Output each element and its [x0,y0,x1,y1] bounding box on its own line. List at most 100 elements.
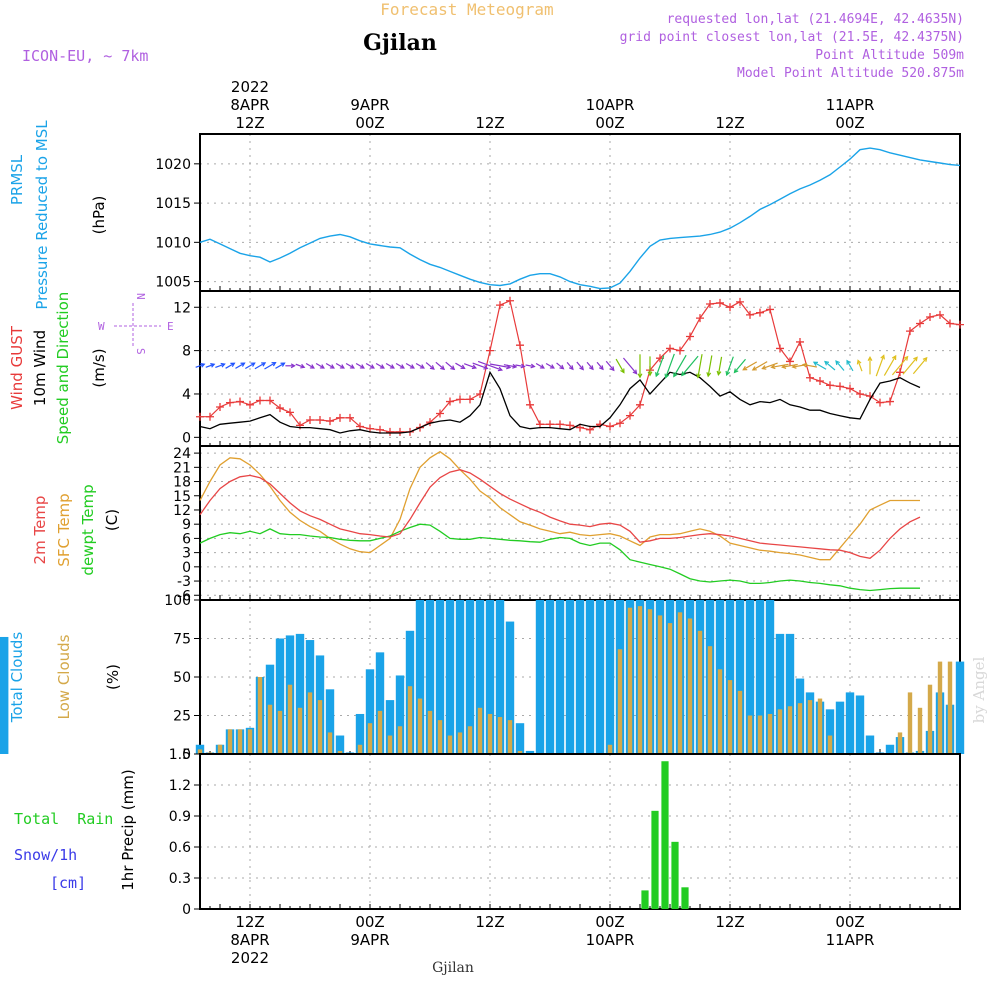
top-time-label: 00Z [835,114,864,132]
low-cloud-bar [717,669,723,754]
wind-arrow-head [647,371,653,377]
low-cloud-bar [917,707,923,754]
gust-marker [316,415,324,424]
low-cloud-bar [447,735,453,754]
wind-arrow [751,361,768,371]
y-tick-label: 24 [173,446,191,462]
wind-arrow-shaft [489,363,511,369]
wind-arrow [405,363,415,369]
wind-arrow-shaft [734,358,746,373]
low-cloud-bar [427,710,433,754]
wind-arrow-shaft [445,361,455,370]
gust-marker [236,397,244,406]
total-cloud-bar [755,600,765,754]
wind-arrow-shaft [275,362,285,369]
rain-bar [661,761,669,909]
total-cloud-bar [425,600,435,754]
low-cloud-bar [667,623,673,754]
total-cloud-bar [475,600,485,754]
wind-arrow [846,359,854,372]
wind-arrow-shaft [235,362,245,369]
wind-arrow-head [261,362,267,367]
wind-arrow-shaft [503,364,517,368]
total-cloud-bar [555,600,565,754]
bottom-time-label: 10APR [586,931,635,949]
total-cloud-bar [765,600,775,754]
low-cloud-bar [657,615,663,754]
low-cloud-bar [417,698,423,754]
wind-arrow-shaft [385,363,395,369]
low-cloud-bar [897,732,903,754]
wind-arrow [325,363,335,369]
top-time-label: 9APR [350,96,389,114]
low-cloud-bar [437,720,443,754]
wind-arrow-shaft [477,360,503,371]
wind-arrow-head [903,355,909,361]
wind-arrow [596,361,604,371]
wind-arrow-shaft [655,355,665,377]
y-tick-label: 9 [182,517,191,533]
panel-frame [199,133,961,292]
wind-arrow [205,363,216,368]
total-cloud-bar [545,600,555,754]
top-time-label: 8APR [230,96,269,114]
wind-arrow [285,363,296,369]
wind-arrow-head [280,362,286,367]
low-cloud-bar [477,707,483,754]
wind-arrow-head [512,363,518,369]
y-tick-label: 0.3 [169,871,191,887]
wind-arrow [535,363,545,369]
wind-arrow [856,359,863,372]
total-cloud-bar [865,735,875,754]
total-cloud-bar [595,600,605,754]
total-cloud-bar [565,600,575,754]
top-time-label: 2022 [231,78,269,96]
wind-arrow-shaft [345,363,355,369]
wind-arrow-head [770,364,776,370]
wind-arrow-head [761,365,767,370]
top-time-label: 00Z [595,114,624,132]
wind-arrow-shaft [463,363,477,369]
y-tick-label: 3 [182,546,191,562]
wind-arrow-shaft [535,363,545,369]
wind-arrow [637,354,643,379]
y-tick-label: 1020 [155,157,191,173]
wind-arrow-head [725,370,731,377]
compass-north: N [134,293,147,300]
wind-arrow-head [706,372,712,378]
wind-arrow-head [429,365,435,370]
low-cloud-bar [467,726,473,754]
wind-arrow-head [349,364,355,369]
total-cloud-bar [535,600,545,754]
wind-arrow [835,360,845,371]
wind-line [199,370,921,434]
wind-arrow-shaft [615,358,625,373]
wind-arrow-head [781,364,787,369]
low-cloud-bar [767,713,773,754]
wind-arrow-shaft [883,355,897,376]
gust-marker [276,404,284,413]
wind-arrow [503,363,518,369]
wind-arrow-head [812,361,818,367]
panel-clouds: 0 25 50 75 100 [0,593,965,763]
wind-arrow-head [568,365,574,371]
low-cloud-bar [737,690,743,754]
total-cloud-bar [415,600,425,754]
low-cloud-bar [797,703,803,754]
low-cloud-bar [407,686,413,754]
wind-arrow-shaft [405,363,415,369]
wind-arrow-head [696,373,701,379]
gust-marker [606,422,614,431]
gust-marker [206,412,214,421]
wind-arrow-head [530,363,536,369]
total-cloud-bar [725,600,735,754]
low-cloud-bar [497,717,503,754]
bottom-time-label: 12Z [715,913,744,931]
wind-arrow-shaft [717,356,723,375]
wind-speed-dir-label: Speed and Direction [54,292,72,445]
gust-marker [766,305,774,314]
model-label: ICON-EU, ~ 7km [22,47,148,65]
wind-arrow-head [922,356,928,362]
total-cloud-bar [455,600,465,754]
